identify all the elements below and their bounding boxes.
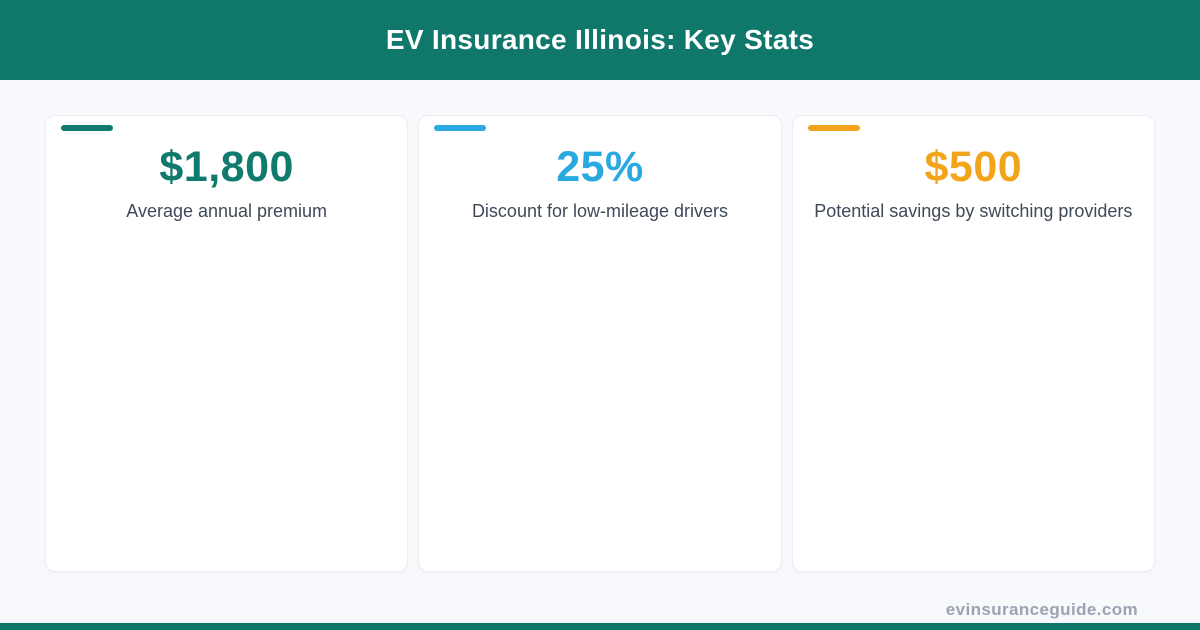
header-banner: EV Insurance Illinois: Key Stats <box>0 0 1200 80</box>
stat-label: Discount for low-mileage drivers <box>471 201 729 222</box>
stat-label: Potential savings by switching providers <box>814 201 1133 222</box>
page-title: EV Insurance Illinois: Key Stats <box>385 24 815 55</box>
stat-card-discount: 25% Discount for low-mileage drivers <box>418 115 782 572</box>
stat-card-premium: $1,800 Average annual premium <box>45 115 409 572</box>
stat-value: $1,800 <box>159 143 294 191</box>
stats-cards-row: $1,800 Average annual premium 25% Discou… <box>0 115 1200 572</box>
stat-label: Average annual premium <box>126 201 328 222</box>
watermark-url: evinsuranceguide.com <box>945 600 1138 619</box>
stat-value: 25% <box>556 143 644 191</box>
accent-bar <box>434 125 487 131</box>
accent-bar <box>807 125 860 131</box>
stat-value: $500 <box>924 143 1023 191</box>
stat-card-savings: $500 Potential savings by switching prov… <box>791 115 1155 572</box>
accent-bar <box>61 125 113 131</box>
bottom-accent-bar <box>0 623 1200 630</box>
